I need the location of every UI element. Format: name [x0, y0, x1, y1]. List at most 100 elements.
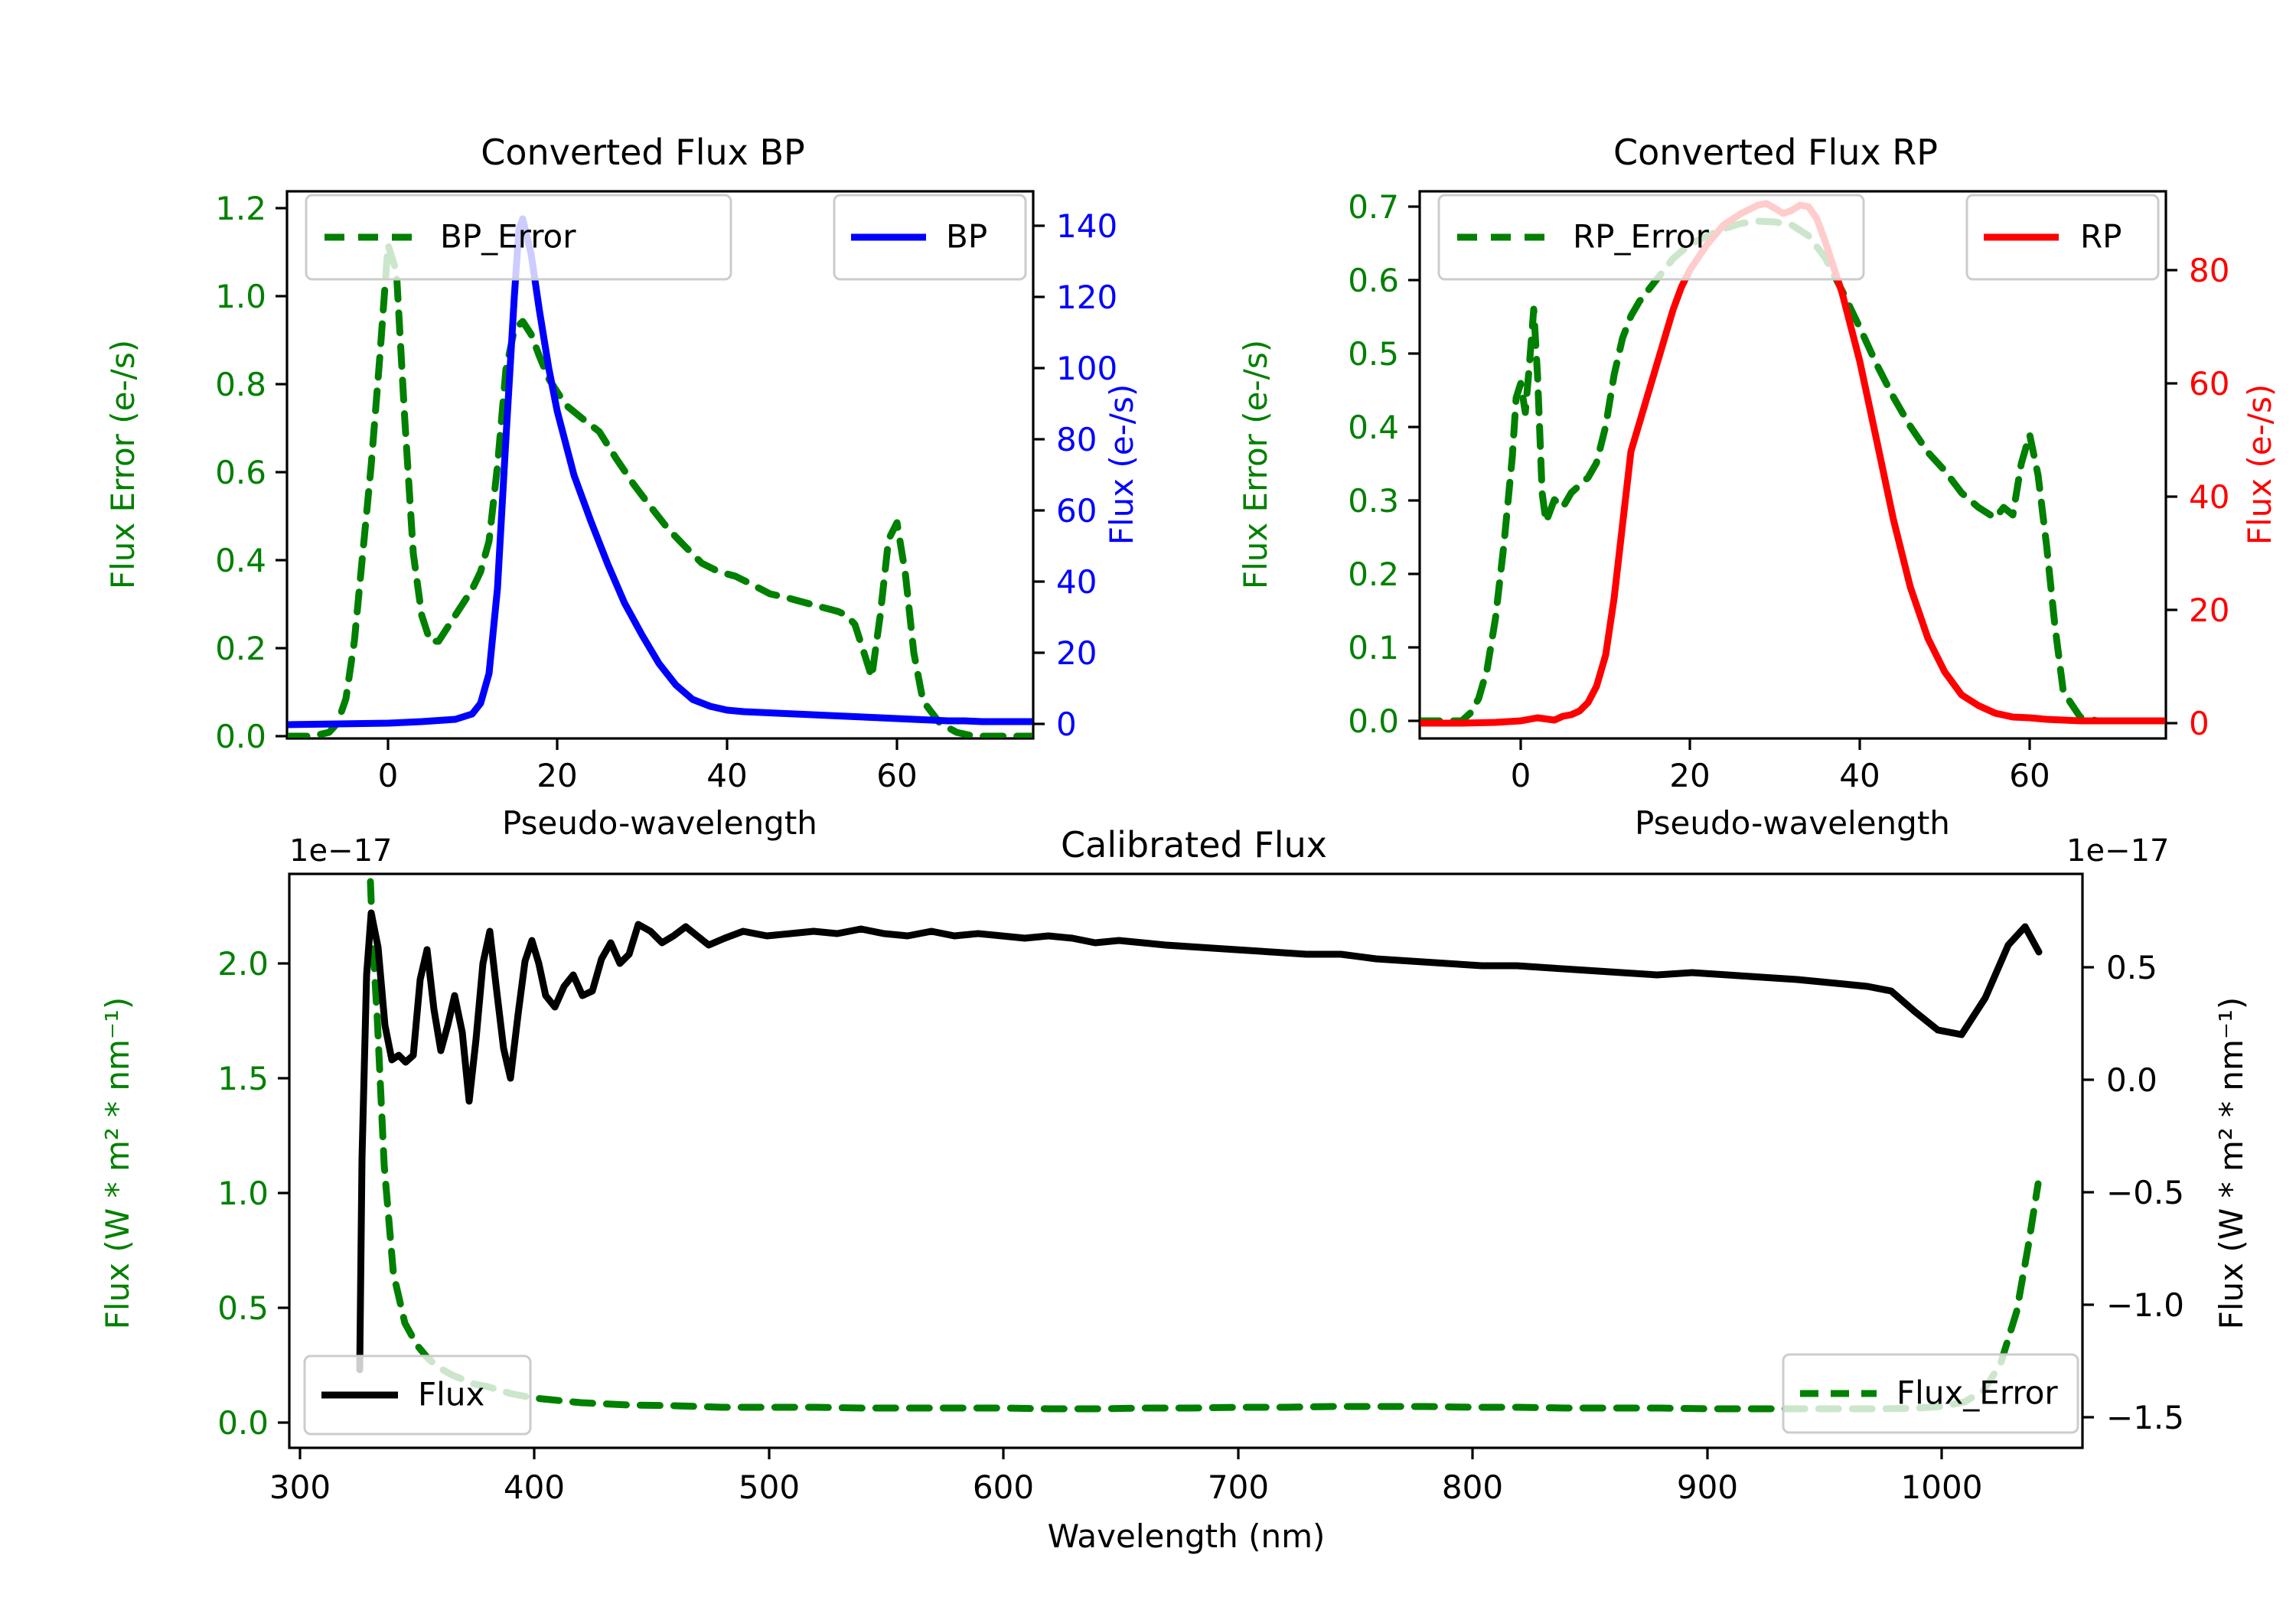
y-axis-right-rp: 0 20 40 60 80 [2166, 252, 2229, 742]
legend-label-calibrated-flux-error: Flux_Error [1896, 1374, 2058, 1412]
xtick-cal-6: 900 [1677, 1468, 1738, 1506]
y-axis-left-offset-calibrated: 1e−17 [289, 833, 392, 869]
y-axis-left-label-bp: Flux Error (e-/s) [104, 340, 142, 589]
xtick-rp-0: 0 [1511, 757, 1531, 794]
ytick-right-rp-2: 40 [2189, 478, 2229, 516]
ytick-right-bp-4: 80 [1056, 421, 1097, 458]
xtick-cal-4: 700 [1208, 1468, 1269, 1506]
ytick-left-rp-7: 0.7 [1348, 188, 1399, 226]
ytick-left-rp-3: 0.3 [1348, 482, 1399, 520]
ytick-left-rp-6: 0.6 [1348, 262, 1399, 299]
ytick-left-bp-3: 0.6 [215, 454, 266, 491]
ytick-right-bp-2: 40 [1056, 563, 1097, 601]
xtick-bp-0: 0 [378, 757, 399, 794]
xtick-rp-1: 20 [1669, 757, 1710, 794]
series-flux [356, 909, 2043, 1374]
panel-title-bp: Converted Flux BP [481, 132, 805, 173]
y-axis-right-bp: 0 20 40 60 80 100 120 140 [1033, 207, 1117, 743]
ytick-right-bp-7: 140 [1056, 207, 1117, 245]
ytick-right-bp-6: 120 [1056, 279, 1117, 316]
legend-label-bp-error: BP_Error [440, 218, 576, 256]
legend-label-rp-flux: RP [2080, 218, 2122, 256]
ytick-right-cal-1: −1.0 [2106, 1286, 2184, 1324]
ytick-left-cal-3: 1.5 [217, 1060, 269, 1097]
ytick-left-rp-1: 0.1 [1348, 629, 1399, 667]
ytick-left-bp-5: 1.0 [215, 278, 266, 315]
ytick-left-bp-2: 0.4 [215, 542, 266, 579]
xtick-cal-2: 500 [739, 1468, 800, 1506]
y-axis-right-label-bp: Flux (e-/s) [1103, 384, 1140, 545]
xtick-bp-1: 20 [536, 757, 577, 794]
legend-calibrated-flux[interactable]: Flux [303, 1354, 532, 1436]
ytick-left-rp-2: 0.2 [1348, 556, 1399, 593]
y-axis-right-label-calibrated: Flux (W * m² * nm⁻¹) [2213, 997, 2250, 1330]
xtick-rp-2: 40 [1839, 757, 1880, 794]
ytick-left-cal-0: 0.0 [217, 1404, 269, 1442]
y-axis-left-label-calibrated: Flux (W * m² * nm⁻¹) [99, 997, 136, 1330]
ytick-left-bp-4: 0.8 [215, 366, 266, 403]
series-bp-flux [288, 215, 1032, 729]
legend-bp-flux[interactable]: BP [833, 194, 1027, 281]
y-axis-right-calibrated: −1.5 −1.0 −0.5 0.0 0.5 [2082, 949, 2184, 1436]
panel-calibrated-flux: Calibrated Flux 1e−17 1e−17 0.0 0.5 1.0 … [0, 826, 2296, 1607]
panel-title-rp: Converted Flux RP [1613, 132, 1938, 173]
y-axis-left-rp: 0.0 0.1 0.2 0.3 0.4 0.5 0.6 0.7 [1348, 188, 1420, 740]
x-axis-bp: 0 20 40 60 [378, 738, 918, 794]
legend-rp-flux[interactable]: RP [1965, 194, 2160, 281]
y-axis-right-offset-calibrated: 1e−17 [2066, 833, 2169, 869]
legend-rp-error[interactable]: RP_Error [1437, 194, 1865, 281]
x-axis-rp: 0 20 40 60 [1511, 738, 2050, 794]
panel-title-calibrated: Calibrated Flux [1061, 826, 1327, 865]
series-rp-flux [1420, 200, 2165, 727]
panel-converted-flux-rp: Converted Flux RP 0.0 0.1 0.2 0.3 [1148, 0, 2296, 842]
ytick-right-bp-1: 20 [1056, 634, 1097, 672]
xtick-cal-3: 600 [973, 1468, 1034, 1506]
legend-calibrated-flux-error[interactable]: Flux_Error [1782, 1353, 2079, 1434]
xtick-bp-3: 60 [876, 757, 917, 794]
ytick-right-bp-3: 60 [1056, 492, 1097, 530]
ytick-right-cal-4: 0.5 [2106, 949, 2157, 986]
xtick-cal-1: 400 [504, 1468, 565, 1506]
ytick-right-cal-0: −1.5 [2106, 1399, 2184, 1436]
legend-label-bp-flux: BP [946, 218, 987, 256]
ytick-right-bp-5: 100 [1056, 350, 1117, 387]
x-axis-label-calibrated: Wavelength (nm) [1048, 1517, 1326, 1555]
ytick-left-cal-4: 2.0 [217, 945, 269, 983]
y-axis-left-label-rp: Flux Error (e-/s) [1237, 340, 1274, 589]
legend-bp-error[interactable]: BP_Error [305, 194, 732, 281]
ytick-right-rp-3: 60 [2189, 365, 2229, 403]
x-axis-calibrated: 300 400 500 600 700 800 900 1000 [269, 1448, 1983, 1506]
ytick-left-bp-1: 0.2 [215, 630, 266, 667]
xtick-bp-2: 40 [706, 757, 747, 794]
axes-frame-bp [285, 190, 1035, 740]
ytick-right-cal-2: −0.5 [2106, 1174, 2184, 1211]
ytick-right-cal-3: 0.0 [2106, 1061, 2157, 1099]
xtick-cal-7: 1000 [1901, 1468, 1983, 1506]
legend-label-rp-error: RP_Error [1573, 218, 1710, 256]
x-axis-label-rp: Pseudo-wavelength [1635, 804, 1950, 842]
y-axis-left-bp: 0.0 0.2 0.4 0.6 0.8 1.0 1.2 [215, 190, 287, 755]
ytick-left-bp-0: 0.0 [215, 718, 266, 755]
xtick-cal-0: 300 [269, 1468, 331, 1506]
ytick-left-cal-2: 1.0 [217, 1175, 269, 1212]
ytick-right-rp-4: 80 [2189, 252, 2229, 289]
y-axis-left-calibrated: 0.0 0.5 1.0 1.5 2.0 [217, 945, 289, 1442]
series-rp-error [1420, 217, 2165, 725]
panel-converted-flux-bp: Converted Flux BP 0.0 0.2 0.4 0.6 0 [0, 0, 1148, 842]
x-axis-label-bp: Pseudo-wavelength [502, 804, 817, 842]
ytick-left-cal-1: 0.5 [217, 1289, 269, 1327]
axes-frame-calibrated [288, 872, 2084, 1449]
ytick-right-bp-0: 0 [1056, 706, 1077, 743]
axes-frame-rp [1418, 190, 2167, 740]
legend-label-calibrated-flux: Flux [418, 1376, 484, 1413]
xtick-rp-3: 60 [2009, 757, 2050, 794]
ytick-right-rp-0: 0 [2189, 705, 2210, 742]
ytick-left-bp-6: 1.2 [215, 190, 266, 227]
ytick-left-rp-0: 0.0 [1348, 702, 1399, 740]
ytick-left-rp-5: 0.5 [1348, 335, 1399, 373]
y-axis-right-label-rp: Flux (e-/s) [2241, 384, 2278, 545]
xtick-cal-5: 800 [1442, 1468, 1503, 1506]
ytick-left-rp-4: 0.4 [1348, 409, 1399, 446]
ytick-right-rp-1: 20 [2189, 592, 2229, 629]
